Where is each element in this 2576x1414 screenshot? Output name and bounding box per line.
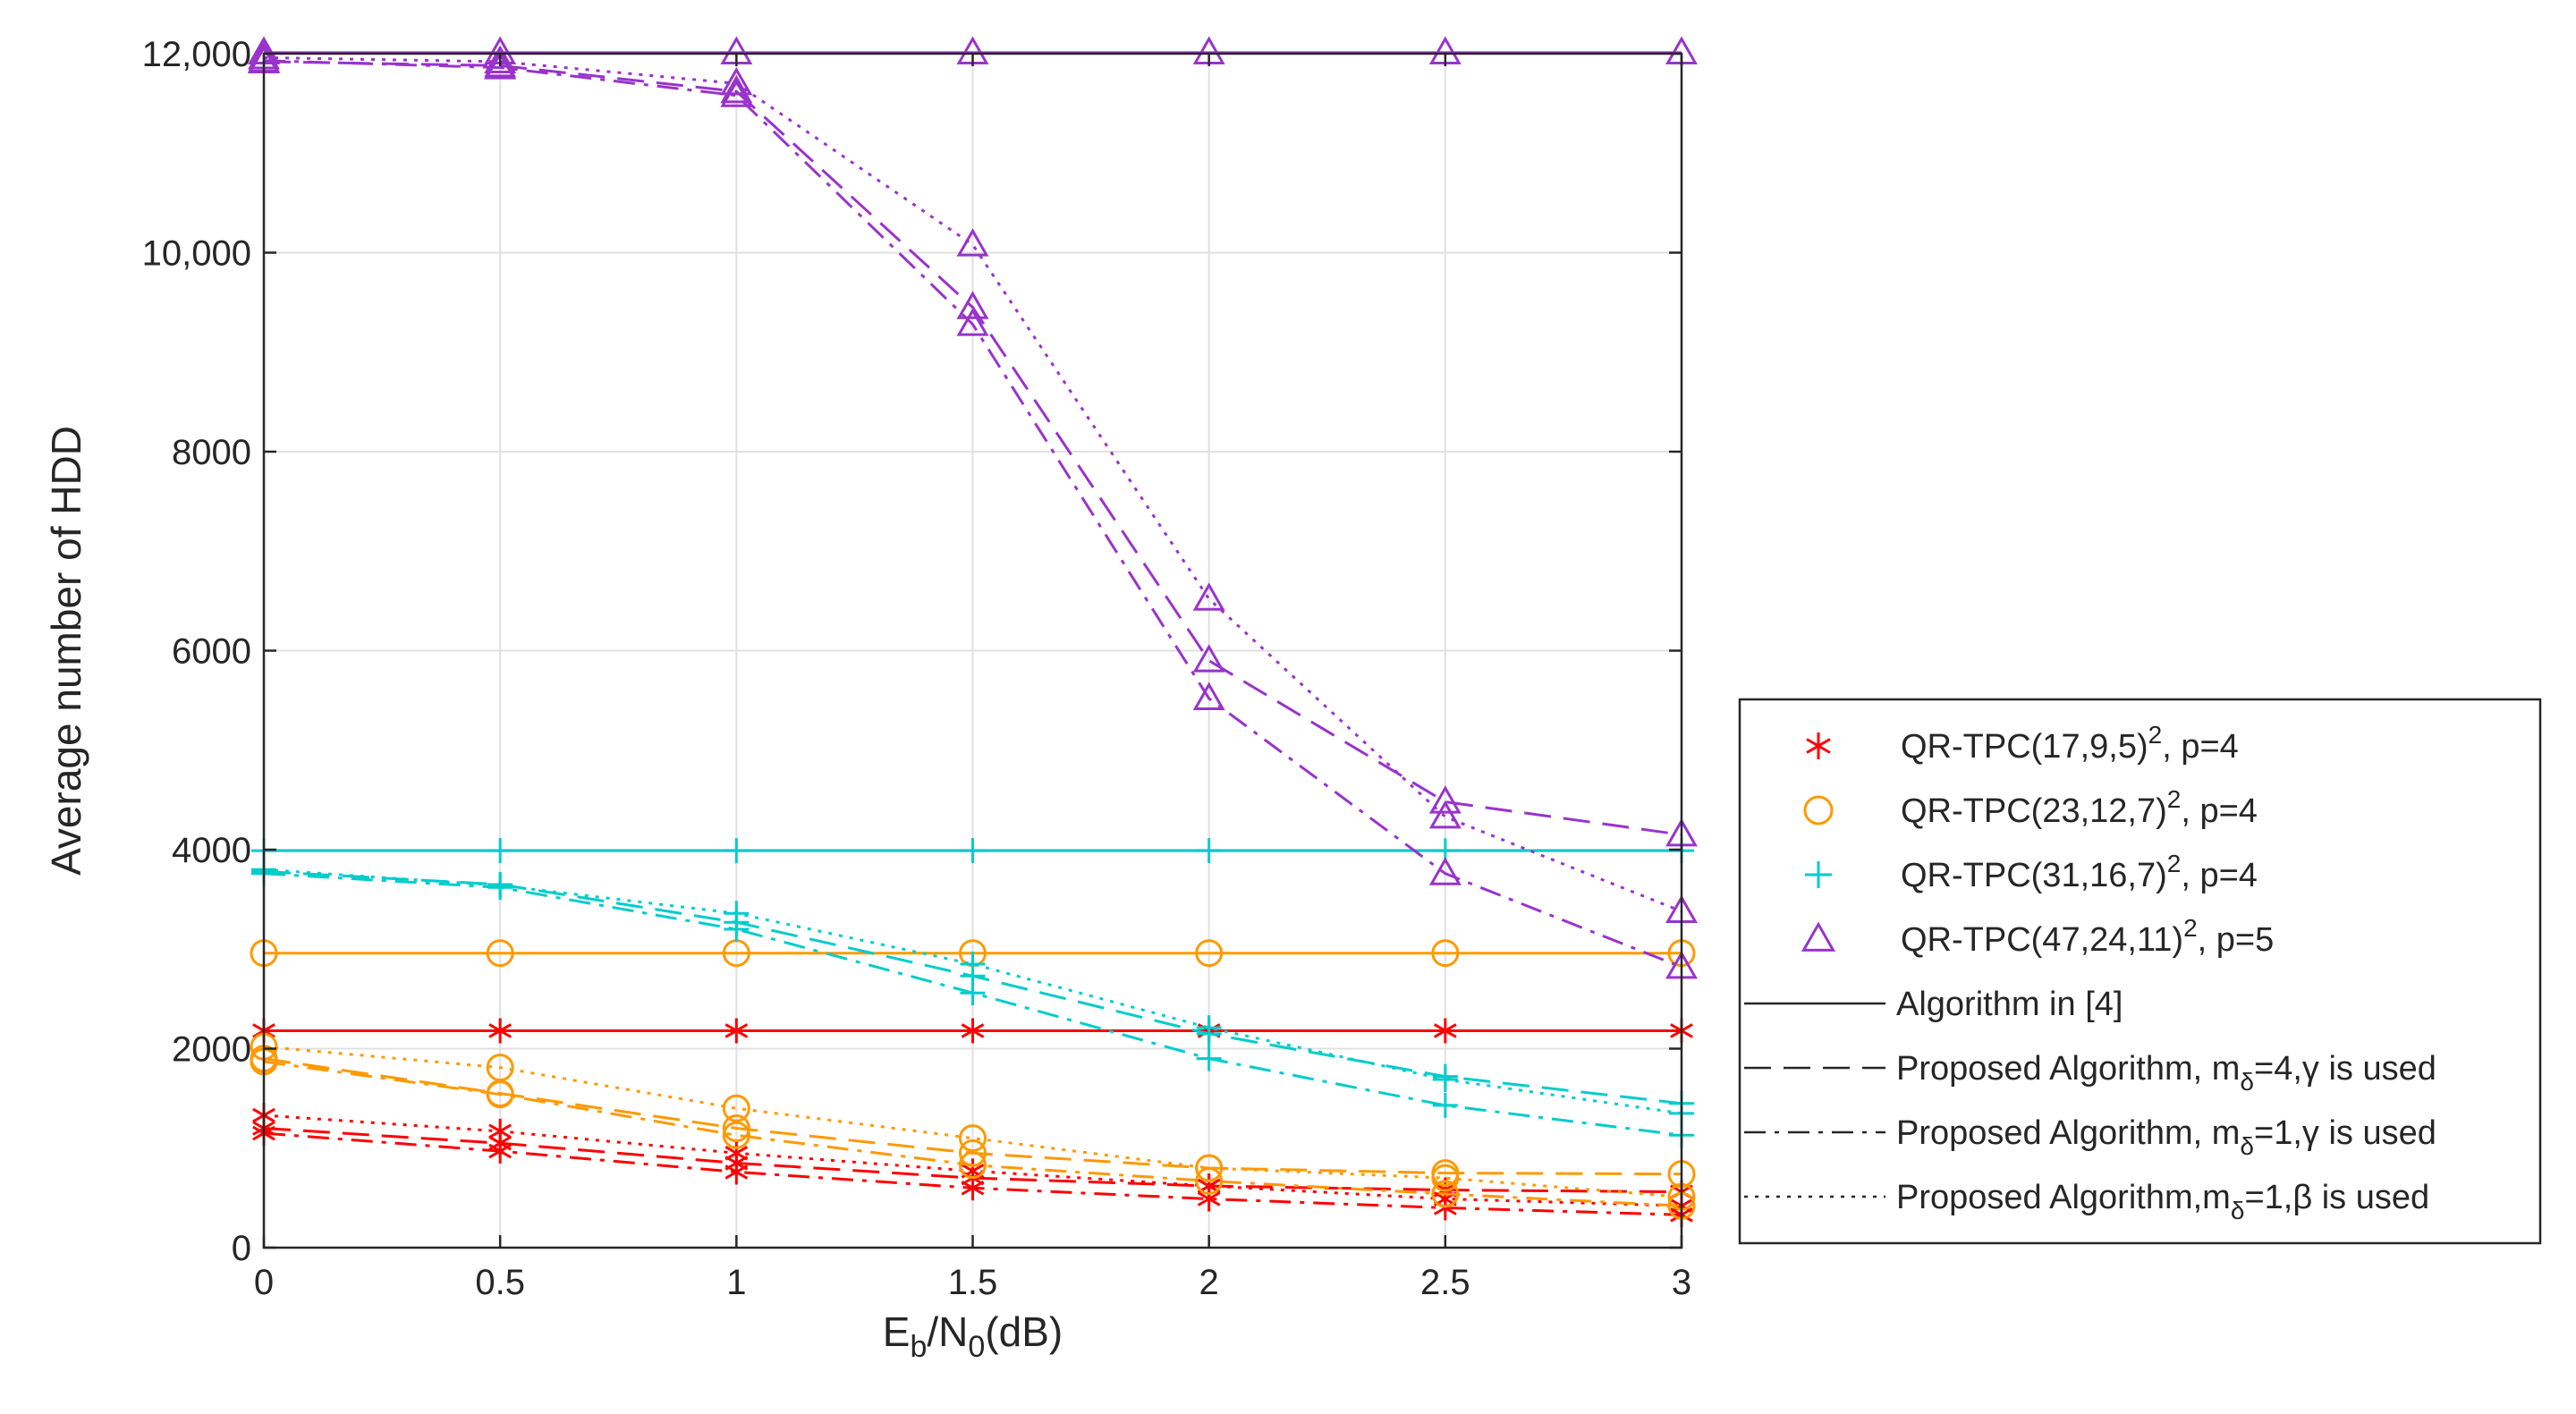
legend-entry: QR-TPC(31,16,7)2, p=4 [1805, 850, 2258, 894]
legend-label: Proposed Algorithm, mδ=1,γ is used [1896, 1114, 2436, 1160]
series-c23-dashdot [250, 1047, 1696, 1220]
asterisk-marker [488, 1018, 513, 1044]
legend-entry: QR-TPC(23,12,7)2, p=4 [1803, 785, 2258, 830]
x-tick-label: 0 [254, 1263, 274, 1302]
y-tick-label: 10,000 [142, 234, 251, 274]
circle-marker [722, 1121, 750, 1149]
x-tick-label: 0.5 [475, 1263, 525, 1302]
circle-marker [486, 1054, 514, 1082]
asterisk-marker [961, 1018, 985, 1044]
triangle-marker [1192, 582, 1225, 611]
x-tick-label: 1 [726, 1263, 746, 1302]
asterisk-marker [1433, 1018, 1457, 1044]
series-c23-dotted [250, 1032, 1696, 1211]
circle-marker [486, 1080, 514, 1109]
x-tick-label: 3 [1672, 1263, 1691, 1302]
y-tick-label: 0 [232, 1229, 251, 1268]
legend-label: QR-TPC(47,24,11)2, p=5 [1901, 914, 2274, 959]
circle-marker [1431, 1180, 1460, 1208]
y-tick-label: 4000 [172, 831, 251, 870]
legend-entry: QR-TPC(47,24,11)2, p=5 [1801, 914, 2274, 959]
circle-marker [959, 1124, 987, 1153]
plus-marker [724, 901, 750, 927]
circle-marker [959, 1151, 987, 1180]
tick-labels: 0 0.5 1 1.5 2 2.5 3 0 2000 4000 6000 8000 10,000 12,0… [142, 35, 1691, 1302]
circle-marker [722, 1094, 750, 1122]
y-tick-label: 2000 [172, 1030, 251, 1070]
circle-marker [1431, 939, 1460, 968]
legend-entry: QR-TPC(17,9,5)2, p=4 [1806, 721, 2239, 766]
legend-entry: Proposed Algorithm,mδ=1,β is used [1744, 1179, 2429, 1224]
triangle-marker [956, 291, 989, 319]
triangle-marker [956, 228, 989, 257]
triangle-marker [1801, 921, 1836, 952]
circle-marker [1195, 939, 1224, 968]
legend-entry: Algorithm in [4] [1744, 986, 2123, 1023]
triangle-marker [1428, 785, 1462, 814]
circle-marker [1803, 795, 1834, 826]
plus-marker [1805, 861, 1832, 888]
plus-marker [960, 838, 986, 864]
circle-marker [722, 1114, 750, 1142]
asterisk-marker [724, 1018, 749, 1044]
triangle-marker [720, 74, 753, 104]
triangle-marker [1428, 857, 1462, 885]
triangle-marker [484, 51, 517, 80]
plus-marker [487, 838, 513, 864]
x-tick-label: 2.5 [1420, 1263, 1470, 1302]
legend-label: Proposed Algorithm,mδ=1,β is used [1896, 1179, 2429, 1224]
plus-marker [1432, 1092, 1458, 1118]
asterisk-marker [724, 1140, 749, 1166]
x-tick-label: 2 [1199, 1263, 1219, 1302]
legend-label: QR-TPC(17,9,5)2, p=4 [1901, 721, 2239, 766]
y-tick-label: 6000 [172, 632, 251, 672]
legend: QR-TPC(17,9,5)2, p=4 QR-TPC(23,12,7)2, p=… [1738, 698, 2542, 1245]
x-axis-label: Eb/N0(dB) [883, 1308, 1063, 1364]
legend-entry: Proposed Algorithm, mδ=1,γ is used [1744, 1114, 2436, 1160]
circle-marker [1195, 1154, 1224, 1182]
circle-marker [486, 939, 514, 968]
plus-marker [960, 951, 986, 977]
triangle-marker [1192, 682, 1225, 710]
plus-marker [1196, 1015, 1222, 1041]
plus-marker [960, 980, 986, 1006]
x-tick-label: 1.5 [948, 1263, 998, 1302]
y-tick-label: 12,000 [142, 35, 251, 74]
legend-box [1738, 698, 2542, 1245]
plus-marker [1196, 1046, 1222, 1071]
triangle-marker [720, 66, 753, 96]
plus-marker [487, 873, 513, 899]
plus-marker [1196, 838, 1222, 864]
y-axis-label: Average number of HDD [43, 426, 89, 876]
asterisk-marker [488, 1118, 513, 1144]
triangle-marker [1428, 800, 1462, 829]
series-line [263, 1060, 1682, 1207]
legend-label: QR-TPC(23,12,7)2, p=4 [1901, 785, 2258, 830]
triangle-marker [484, 45, 517, 73]
legend-label: QR-TPC(31,16,7)2, p=4 [1901, 850, 2258, 894]
legend-label: Proposed Algorithm, mδ=4,γ is used [1896, 1050, 2436, 1096]
plus-marker [1432, 1066, 1458, 1092]
circle-marker [1195, 1166, 1224, 1195]
axes [262, 52, 1683, 1249]
triangle-marker [1192, 644, 1225, 673]
legend-label: Algorithm in [4] [1896, 986, 2123, 1023]
series-line [263, 59, 1682, 969]
series-line [263, 1045, 1682, 1198]
circle-marker [1431, 1164, 1460, 1192]
triangle-marker [956, 308, 989, 336]
y-tick-label: 8000 [172, 433, 251, 472]
plus-marker [724, 838, 750, 864]
legend-entry: Proposed Algorithm, mδ=4,γ is used [1744, 1050, 2436, 1096]
asterisk-marker [1806, 732, 1831, 759]
